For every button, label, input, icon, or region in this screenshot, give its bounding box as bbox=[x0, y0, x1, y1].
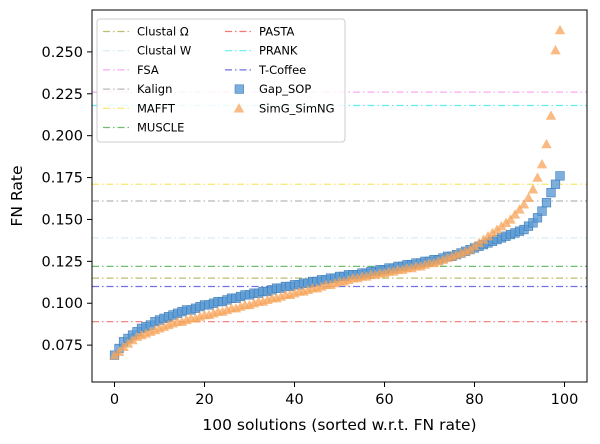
x-tick-label: 60 bbox=[375, 392, 393, 408]
x-tick-label: 100 bbox=[551, 392, 579, 408]
legend-item-mafft: MAFFT bbox=[103, 101, 176, 115]
legend-item-t-coffee: T-Coffee bbox=[225, 63, 306, 77]
point-simg-simng bbox=[536, 158, 548, 169]
legend-label: FSA bbox=[137, 63, 159, 77]
point-simg-simng bbox=[464, 244, 476, 254]
point-simg-simng bbox=[550, 45, 561, 55]
legend-item-muscle: MUSCLE bbox=[103, 121, 184, 135]
legend-label: MAFFT bbox=[137, 101, 176, 115]
legend-label: MUSCLE bbox=[137, 121, 184, 135]
point-simg-simng bbox=[487, 227, 498, 238]
point-simg-simng bbox=[532, 172, 543, 182]
x-tick-label: 40 bbox=[285, 392, 303, 408]
point-gap-sop bbox=[537, 206, 547, 216]
y-tick-label: 0.125 bbox=[41, 254, 83, 270]
y-tick-label: 0.175 bbox=[41, 171, 83, 187]
point-gap-sop bbox=[555, 171, 565, 181]
y-tick-label: 0.100 bbox=[41, 296, 83, 312]
legend: Clustal Ω Clustal W FSA Kalign MAFFT MUSCLE PA… bbox=[96, 18, 346, 143]
plot-frame bbox=[91, 9, 588, 383]
legend-square-swatch bbox=[234, 84, 244, 94]
x-axis-title: 100 solutions (sorted w.r.t. FN rate) bbox=[202, 416, 476, 434]
point-simg-simng bbox=[469, 241, 480, 251]
legend-triangle-swatch bbox=[233, 103, 245, 113]
legend-item-pasta: PASTA bbox=[225, 25, 294, 39]
legend-item-prank: PRANK bbox=[225, 44, 298, 58]
y-axis-ticks: 0.075 0.100 0.125 0.150 0.175 0.200 0.225 0.250 bbox=[41, 45, 92, 354]
x-tick-label: 20 bbox=[195, 392, 213, 408]
point-simg-simng bbox=[496, 220, 507, 231]
point-simg-simng bbox=[541, 138, 552, 149]
legend-item-clustal: Clustal Ω bbox=[103, 25, 189, 39]
x-axis-ticks: 0 20 40 60 80 100 bbox=[110, 382, 578, 408]
legend-label: T-Coffee bbox=[258, 63, 306, 77]
point-simg-simng bbox=[545, 110, 557, 120]
point-simg-simng bbox=[509, 209, 521, 219]
legend-item-gap-sop: Gap_SOP bbox=[234, 82, 311, 96]
legend-label: Clustal W bbox=[137, 44, 191, 58]
point-simg-simng bbox=[127, 334, 138, 345]
y-tick-label: 0.250 bbox=[41, 45, 83, 61]
x-tick-label: 80 bbox=[465, 392, 483, 408]
point-simg-simng bbox=[554, 24, 566, 35]
legend-label: SimG_SimNG bbox=[259, 101, 335, 115]
point-simg-simng bbox=[518, 199, 530, 209]
series-layer bbox=[109, 24, 566, 360]
point-simg-simng bbox=[118, 341, 129, 351]
point-gap-sop bbox=[546, 188, 556, 198]
legend-box bbox=[96, 18, 346, 143]
legend-label: Kalign bbox=[137, 82, 172, 96]
point-simg-simng bbox=[109, 349, 120, 360]
legend-item-kalign: Kalign bbox=[103, 82, 172, 96]
point-simg-simng bbox=[122, 338, 134, 348]
point-gap-sop bbox=[541, 198, 552, 208]
point-simg-simng bbox=[505, 214, 516, 224]
point-simg-simng bbox=[491, 224, 503, 234]
legend-label: Gap_SOP bbox=[259, 82, 311, 96]
point-simg-simng bbox=[113, 346, 125, 356]
legend-label: Clustal Ω bbox=[137, 25, 189, 39]
y-axis-title: FN Rate bbox=[8, 166, 26, 227]
y-tick-label: 0.150 bbox=[41, 212, 83, 228]
point-simg-simng bbox=[482, 231, 494, 241]
x-tick-label: 0 bbox=[110, 392, 119, 408]
point-simg-simng bbox=[473, 237, 485, 248]
point-simg-simng bbox=[527, 184, 539, 194]
y-tick-label: 0.225 bbox=[41, 87, 83, 103]
point-simg-simng bbox=[478, 234, 489, 244]
legend-item-clustal-w: Clustal W bbox=[103, 44, 191, 58]
legend-label: PASTA bbox=[259, 25, 294, 39]
legend-item-fsa: FSA bbox=[103, 63, 159, 77]
legend-item-simg-simng: SimG_SimNG bbox=[233, 101, 335, 115]
point-simg-simng bbox=[523, 192, 534, 202]
point-simg-simng bbox=[514, 204, 525, 214]
legend-label: PRANK bbox=[259, 44, 298, 58]
y-tick-label: 0.075 bbox=[41, 338, 83, 354]
point-gap-sop bbox=[550, 179, 561, 189]
point-simg-simng bbox=[500, 217, 512, 227]
y-tick-label: 0.200 bbox=[41, 129, 83, 145]
series-simg-simng bbox=[109, 24, 566, 360]
